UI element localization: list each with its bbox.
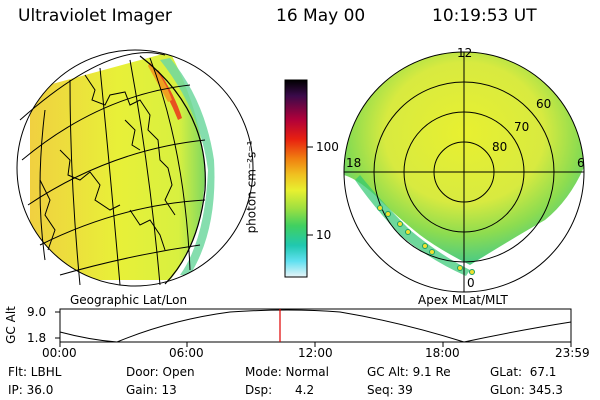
altitude-ytick-9: 9.0: [27, 305, 47, 319]
geographic-map-label: Geographic Lat/Lon: [70, 293, 188, 307]
x-tick-2359: 23:59: [555, 346, 590, 360]
gain-info: Gain: 13: [126, 383, 177, 397]
mlt-label-18: 18: [346, 156, 362, 170]
mode-info: Mode: Normal: [245, 365, 329, 379]
mlt-label-0: 0: [467, 276, 475, 290]
geographic-map: [16, 49, 254, 287]
dsp-info: Dsp: 4.2: [245, 383, 315, 397]
mlat-label-60: 60: [536, 97, 552, 111]
door-info: Door: Open: [126, 365, 195, 379]
date-label: 16 May 00: [276, 6, 366, 26]
polar-map: [343, 51, 585, 293]
colorbar: [284, 79, 313, 278]
time-label: 10:19:53 UT: [432, 6, 537, 26]
x-tick-0600: 06:00: [169, 346, 204, 360]
instrument-title: Ultraviolet Imager: [18, 6, 172, 26]
mlat-label-70: 70: [514, 120, 530, 134]
colorbar-tick-10: 10: [316, 228, 332, 242]
filter-info: Flt: LBHL: [8, 365, 62, 379]
mlt-label-12: 12: [457, 46, 473, 60]
colorbar-tick-100: 100: [316, 140, 339, 154]
colorbar-unit-label: photon cm⁻²s⁻¹: [244, 140, 259, 234]
apex-map-label: Apex MLat/MLT: [418, 293, 508, 307]
x-tick-0000: 00:00: [42, 346, 77, 360]
ip-info: IP: 36.0: [8, 383, 54, 397]
glat-info: GLat: 67.1: [490, 365, 557, 379]
seq-info: Seq: 39: [367, 383, 413, 397]
gc-alt-info: GC Alt: 9.1 Re: [367, 365, 451, 379]
x-tick-1800: 18:00: [425, 346, 460, 360]
mlat-label-80: 80: [492, 140, 508, 154]
altitude-ytick-1-8: 1.8: [27, 331, 47, 345]
glon-info: GLon: 345.3: [490, 383, 563, 397]
altitude-ylabel: GC Alt: [3, 306, 18, 344]
mlt-label-6: 6: [577, 156, 585, 170]
altitude-plot: [55, 308, 572, 347]
x-tick-1200: 12:00: [298, 346, 333, 360]
